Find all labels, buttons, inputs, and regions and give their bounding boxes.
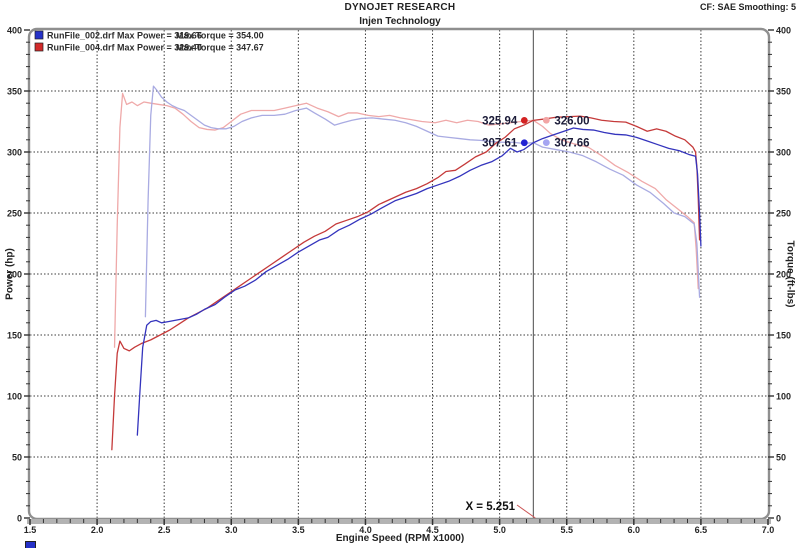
cursor-dot <box>542 116 550 124</box>
tick-label: 1.5 <box>24 525 37 535</box>
tick-label: 0 <box>776 514 781 524</box>
series-runfile-002-power-hp- <box>136 127 702 436</box>
legend-swatch <box>34 30 44 40</box>
x-axis-title: Engine Speed (RPM x1000) <box>335 533 465 544</box>
correction-smoothing-info: CF: SAE Smoothing: 5 <box>700 2 796 12</box>
cursor-value-label: 325.94 <box>482 115 518 127</box>
y-axis-left-title: Power (hp) <box>4 248 16 300</box>
tick-label: 350 <box>776 87 791 97</box>
grid <box>30 30 768 518</box>
tick-label: 150 <box>7 331 22 341</box>
tick-label: 200 <box>776 270 791 280</box>
y-axis-left: 0 50 100 150 200 250 300 350 400 <box>7 26 30 524</box>
series-runfile-004-power-hp- <box>111 115 701 451</box>
legend-torque-label: Max Torque = 347.67 <box>176 43 264 53</box>
cursor-annotations: 325.94 326.00 307.61 307.66 <box>482 115 589 149</box>
tick-label: 7.0 <box>762 525 775 535</box>
legend-file-power-label: RunFile_002.drf Max Power = 319.66 <box>47 31 202 41</box>
tick-label: 300 <box>7 148 22 158</box>
tick-label: 150 <box>776 331 791 341</box>
tick-label: 3.5 <box>292 525 305 535</box>
cursor-dot <box>520 139 528 147</box>
chart-title: DYNOJET RESEARCH <box>344 2 456 13</box>
tick-label: 2.0 <box>91 525 104 535</box>
chart-subtitle: Injen Technology <box>359 16 441 27</box>
tick-label: 4.0 <box>359 525 372 535</box>
series-runfile-002-torque-ft-lbs- <box>144 85 701 318</box>
tick-label: 400 <box>776 26 791 36</box>
tick-label: 4.5 <box>426 525 439 535</box>
cursor-dot <box>520 116 528 124</box>
tick-label: 2.5 <box>158 525 171 535</box>
legend-torque-label: Max Torque = 354.00 <box>176 31 264 41</box>
tick-label: 350 <box>7 87 22 97</box>
tick-label: 5.5 <box>560 525 573 535</box>
cursor-x-label: X = 5.251 <box>465 501 515 513</box>
y-axis-right: 0 50 100 150 200 250 300 350 400 <box>768 26 791 524</box>
series-runfile-004-torque-ft-lbs- <box>113 92 699 348</box>
tick-label: 100 <box>7 392 22 402</box>
y-axis-right-title: Torque (ft-lbs) <box>784 240 796 308</box>
tick-label: 200 <box>7 270 22 280</box>
tick-label: 250 <box>7 209 22 219</box>
cursor-dot <box>542 139 550 147</box>
cursor-value-label: 326.00 <box>554 115 589 127</box>
cursor-value-label: 307.61 <box>482 138 518 150</box>
tick-label: 6.5 <box>695 525 708 535</box>
tick-label: 400 <box>7 26 22 36</box>
tick-label: 100 <box>776 392 791 402</box>
legend-swatch <box>34 42 44 52</box>
tick-label: 50 <box>12 453 22 463</box>
tick-label: 300 <box>776 148 791 158</box>
cursor-leader-line <box>516 504 536 519</box>
tick-label: 3.0 <box>225 525 238 535</box>
legend-file-power-label: RunFile_004.drf Max Power = 329.40 <box>47 43 202 53</box>
cursor-x-annotation: X = 5.251 <box>465 501 536 519</box>
cursor-value-label: 307.66 <box>554 138 589 150</box>
tick-label: 250 <box>776 209 791 219</box>
tick-label: 6.0 <box>628 525 641 535</box>
tick-label: 5.0 <box>493 525 506 535</box>
partial-legend-swatch <box>25 541 36 548</box>
tick-label: 50 <box>776 453 786 463</box>
x-axis: 1.5 2.0 2.5 3.0 3.5 4.0 4.5 5.0 5.5 6.0 6.5 7.0 <box>24 519 775 535</box>
tick-label: 0 <box>17 514 22 524</box>
